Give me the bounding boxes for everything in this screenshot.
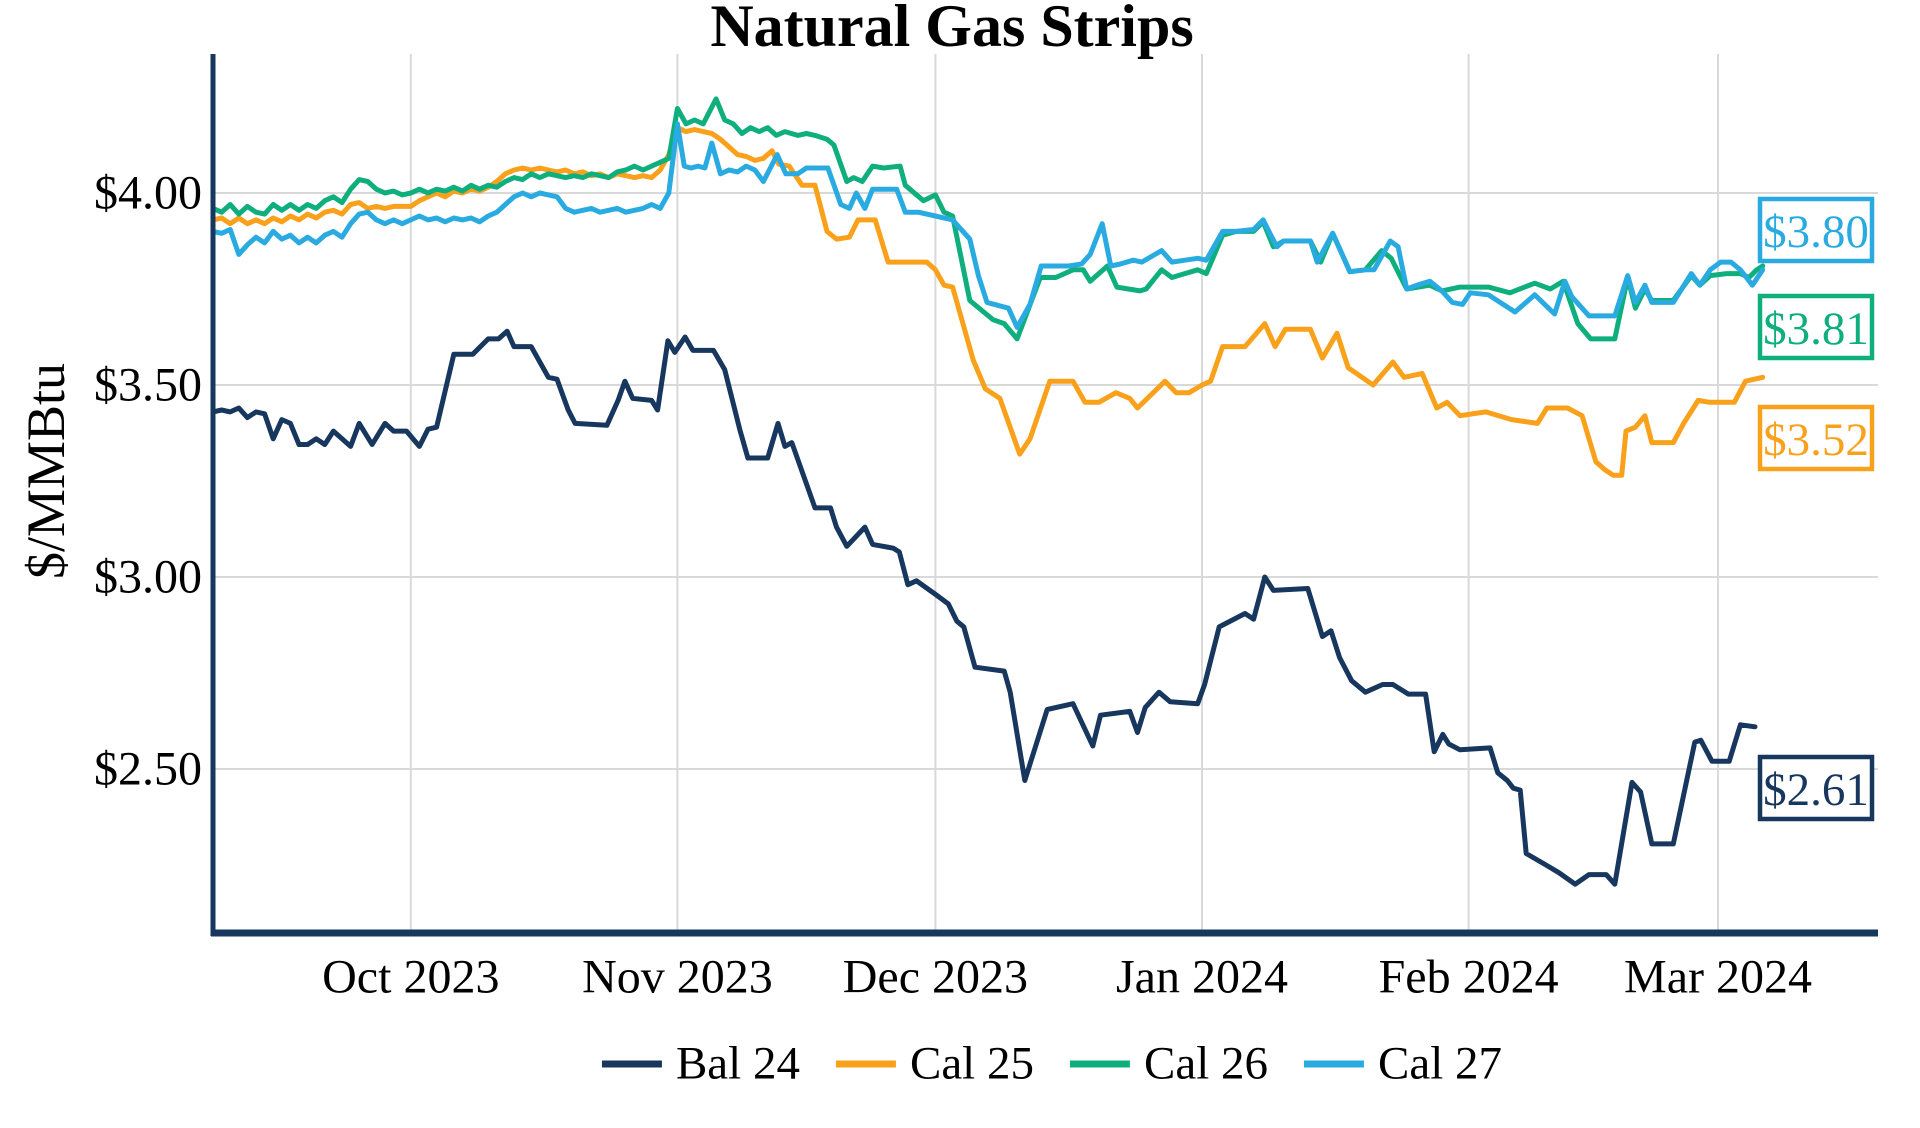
end-label-text-bal-24: $2.61 (1763, 764, 1869, 816)
legend-label-cal-25: Cal 25 (909, 1037, 1034, 1090)
y-tick-label: $2.50 (94, 743, 202, 796)
end-label-text-cal-25: $3.52 (1763, 414, 1869, 466)
series-line-cal-27 (210, 121, 1766, 330)
series-line-bal-24 (210, 328, 1758, 887)
end-label-box-bal-24 (1757, 754, 1875, 822)
x-tick-label: Oct 2023 (322, 951, 499, 1004)
legend-item-bal-24: Bal 24 (601, 1037, 800, 1090)
legend-swatch-cal-27 (1304, 1060, 1365, 1068)
end-label-text-cal-26: $3.81 (1763, 303, 1869, 355)
series-line-cal-26 (210, 96, 1766, 342)
series-line-cal-25 (210, 125, 1766, 478)
legend: Bal 24 Cal 25 Cal 26 Cal 27 (601, 1037, 1503, 1090)
legend-swatch-bal-24 (601, 1060, 662, 1068)
end-label-text-cal-27: $3.80 (1763, 206, 1869, 258)
end-label-box-cal-26 (1757, 293, 1875, 361)
x-tick-label: Nov 2023 (582, 951, 773, 1004)
x-tick-label: Feb 2024 (1379, 951, 1559, 1004)
y-tick-label: $3.50 (94, 359, 202, 412)
legend-item-cal-25: Cal 25 (835, 1037, 1034, 1090)
legend-label-cal-26: Cal 26 (1144, 1037, 1269, 1090)
legend-swatch-cal-26 (1070, 1060, 1130, 1068)
legend-swatch-cal-25 (835, 1060, 896, 1068)
chart-title: Natural Gas Strips (710, 0, 1194, 59)
end-label-box-cal-25 (1757, 404, 1875, 472)
end-label-box-cal-27 (1757, 196, 1875, 264)
x-tick-label: Dec 2023 (843, 951, 1028, 1004)
legend-label-bal-24: Bal 24 (675, 1037, 800, 1090)
legend-item-cal-26: Cal 26 (1070, 1037, 1269, 1090)
legend-label-cal-27: Cal 27 (1378, 1037, 1503, 1090)
x-tick-label: Mar 2024 (1624, 951, 1812, 1004)
legend-item-cal-27: Cal 27 (1304, 1037, 1503, 1090)
y-tick-label: $3.00 (94, 551, 202, 604)
y-tick-label: $4.00 (94, 167, 202, 220)
x-tick-label: Jan 2024 (1116, 951, 1288, 1004)
